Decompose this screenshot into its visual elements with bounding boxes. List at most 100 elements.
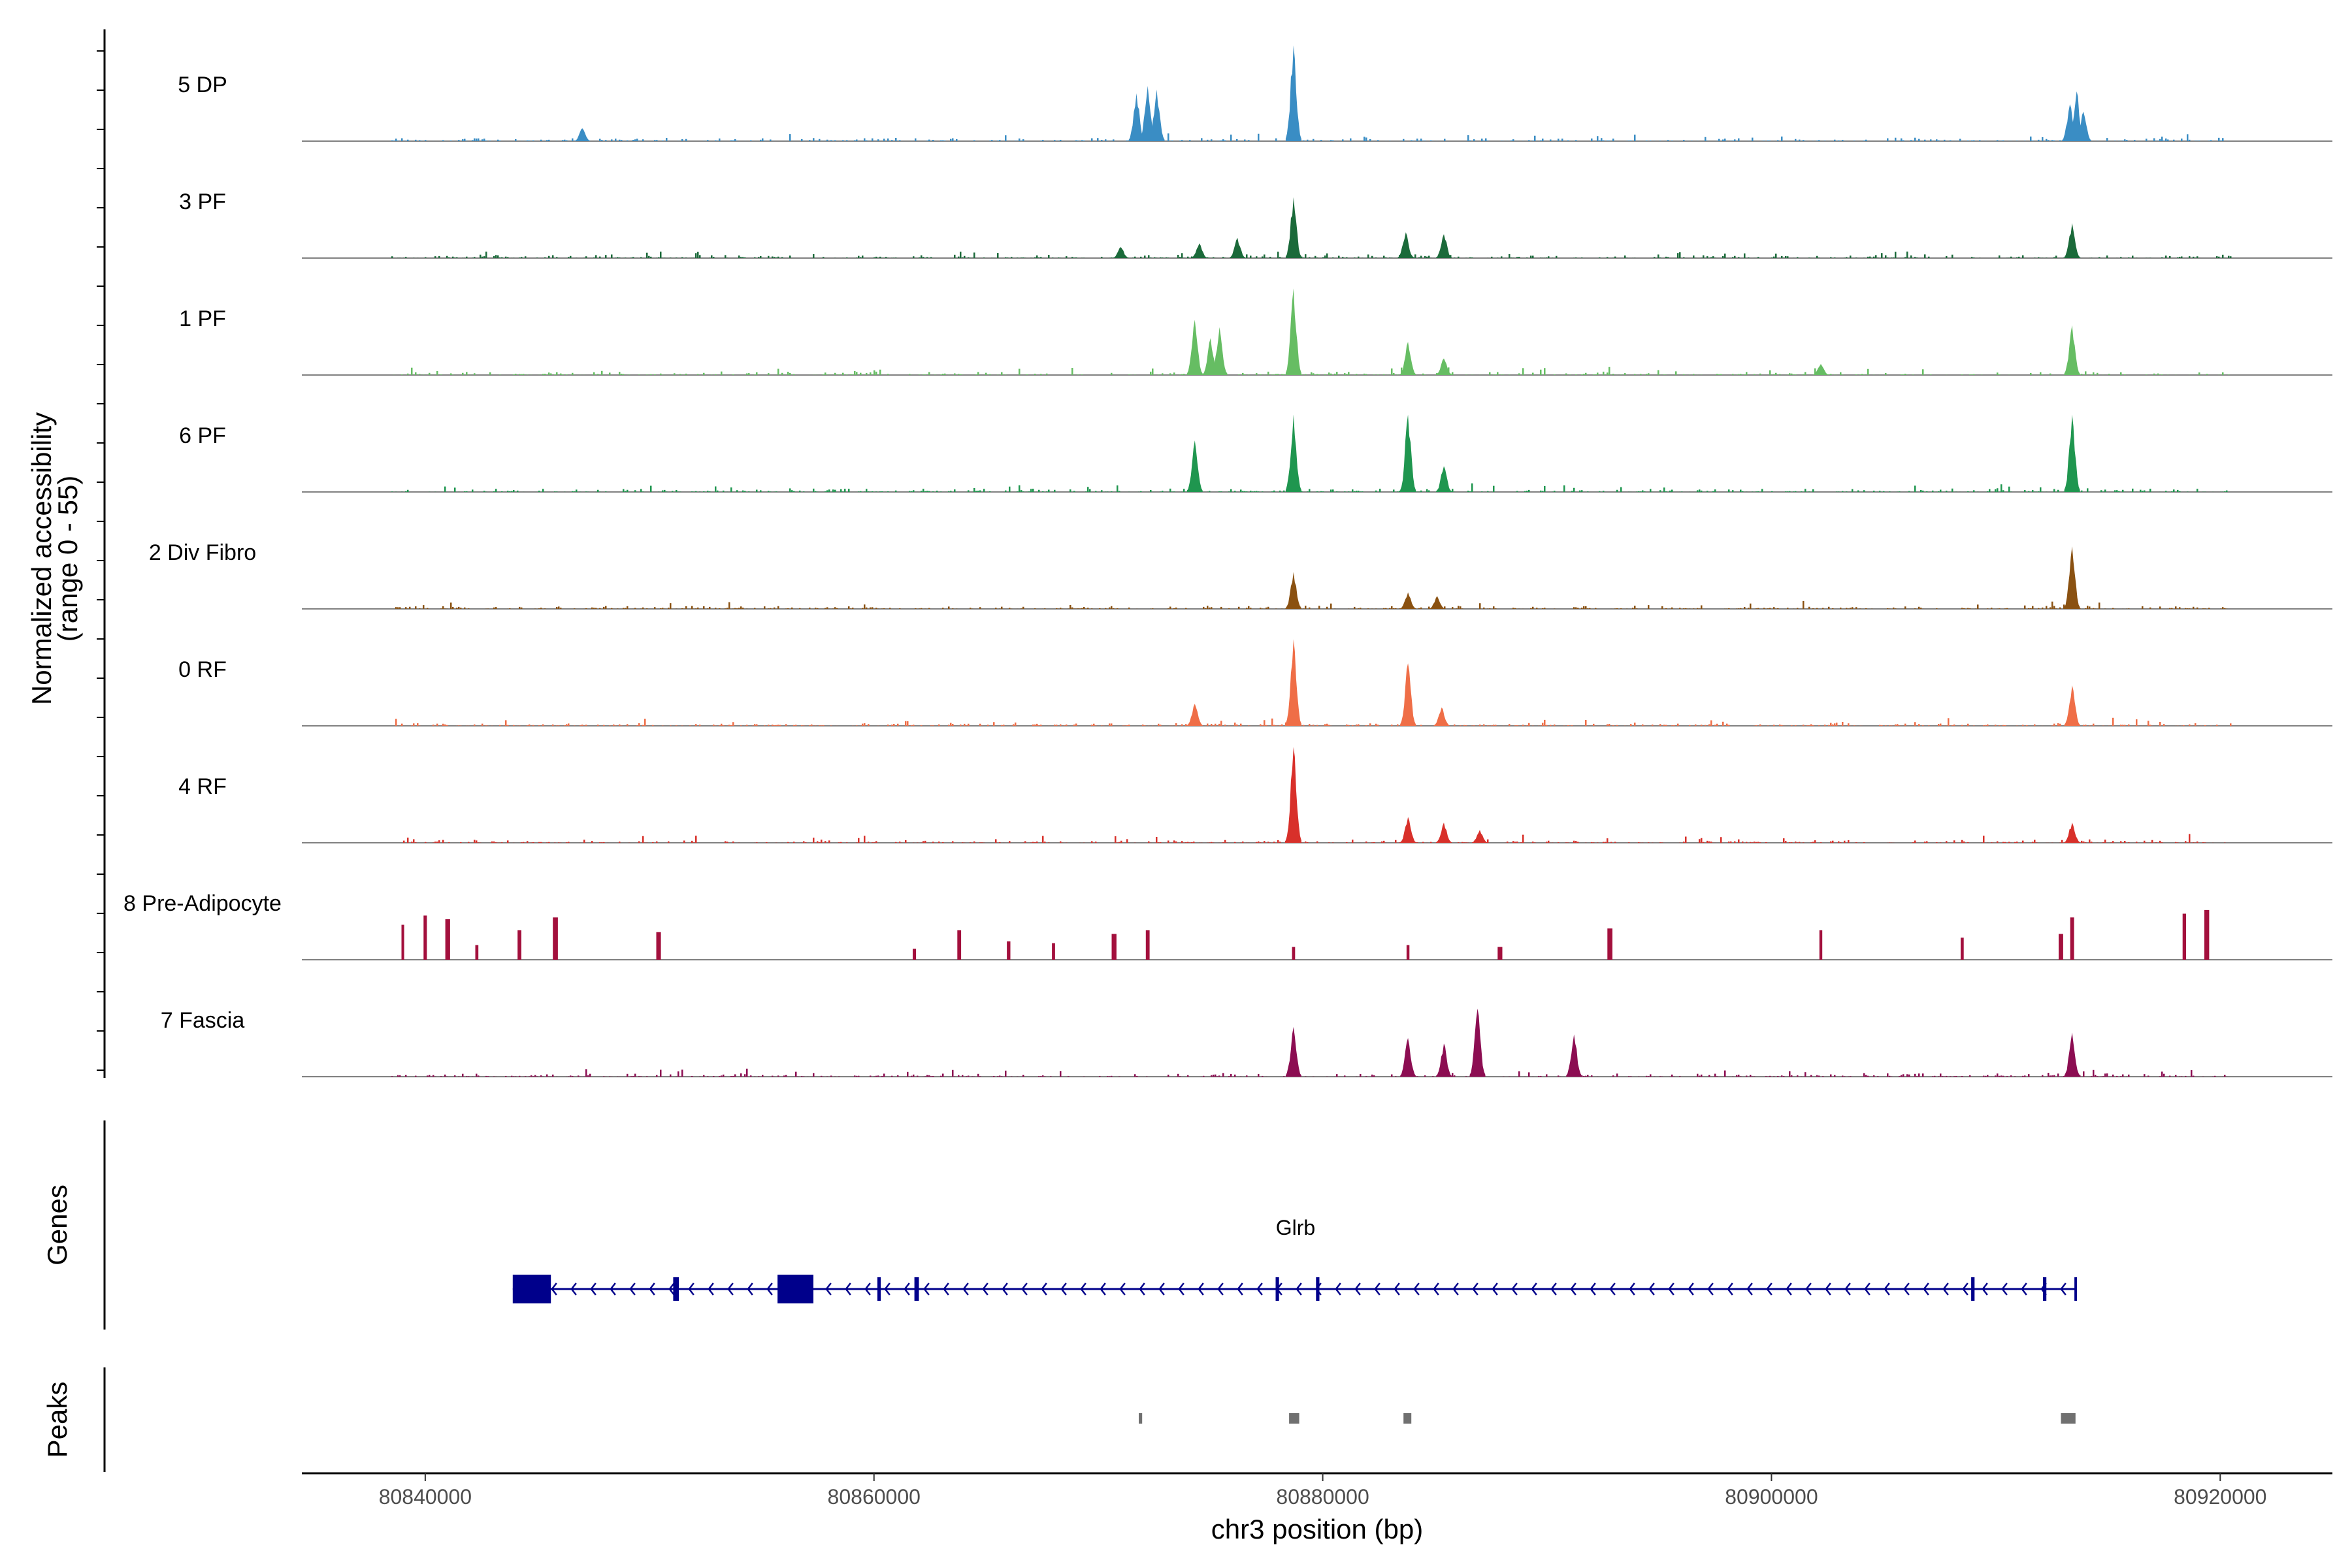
gene-strand-arrow	[1158, 1282, 1165, 1296]
track-peak	[1186, 319, 1203, 375]
track-label: 5 DP	[178, 73, 227, 97]
gene-strand-arrow	[1472, 1282, 1478, 1296]
track-peak	[517, 930, 521, 960]
x-tick-label: 80900000	[1725, 1485, 1818, 1509]
gene-strand-arrow	[1296, 1282, 1302, 1296]
gene-strand-arrow	[1041, 1282, 1047, 1296]
gene-strand-arrow	[688, 1282, 694, 1296]
track-6: 4 RF	[178, 747, 2332, 843]
gene-strand-arrow	[1884, 1282, 1890, 1296]
gene-strand-arrow	[1629, 1282, 1635, 1296]
track-1: 3 PF	[179, 189, 2332, 259]
track-peak	[574, 128, 591, 141]
track-peak	[1812, 364, 1829, 375]
track-noise	[391, 133, 2230, 141]
peak-regions	[1139, 1413, 2076, 1424]
gene-strand-arrow	[1962, 1282, 1968, 1296]
gene-strand-arrow	[1374, 1282, 1380, 1296]
gene-strand-arrow	[1433, 1282, 1439, 1296]
track-peak	[2064, 325, 2080, 375]
gene-strand-arrow	[923, 1282, 930, 1296]
gene-strand-arrow	[943, 1282, 949, 1296]
track-peak	[1230, 238, 1246, 258]
gene-strand-arrow	[1237, 1282, 1243, 1296]
y-axis-title-line1: Normalized accessibility	[26, 412, 57, 705]
track-peak	[1400, 663, 1416, 726]
gene-strand-arrow	[1550, 1282, 1557, 1296]
track-peak	[1436, 234, 1452, 258]
gene-strand-arrow	[1452, 1282, 1459, 1296]
gene-exon	[512, 1275, 551, 1303]
gene-exon	[1275, 1277, 1279, 1301]
track-peak	[1433, 707, 1450, 726]
gene-model-glrb	[512, 1275, 2078, 1303]
track-3: 6 PF	[179, 414, 2332, 493]
gene-strand-arrow	[1002, 1282, 1008, 1296]
track-peak	[2059, 934, 2063, 960]
track-label: 6 PF	[179, 423, 226, 448]
track-peak	[423, 915, 427, 960]
x-tick-label: 80880000	[1276, 1485, 1369, 1509]
track-peak	[1285, 45, 1301, 141]
track-peak	[2204, 909, 2210, 960]
track-peak	[1285, 1026, 1301, 1077]
gene-strand-arrow	[570, 1282, 577, 1296]
gene-exon	[777, 1275, 813, 1303]
track-peak	[1471, 830, 1488, 843]
track-peak	[1128, 93, 1145, 141]
gene-strand-arrow	[1178, 1282, 1184, 1296]
track-label: 7 Fascia	[161, 1008, 245, 1033]
gene-strand-arrow	[1394, 1282, 1400, 1296]
track-4: 2 Div Fibro	[149, 540, 2332, 610]
gene-strand-arrow	[845, 1282, 851, 1296]
track-peak	[1436, 466, 1452, 492]
gene-strand-arrow	[1864, 1282, 1870, 1296]
gene-strand-arrow	[1511, 1282, 1518, 1296]
gene-strand-arrow	[1060, 1282, 1067, 1296]
peaks-panel-title: Peaks	[42, 1382, 73, 1458]
track-peak	[1400, 414, 1416, 492]
gene-strand-arrow	[1119, 1282, 1126, 1296]
track-peak	[1436, 1043, 1452, 1077]
gene-strand-arrow	[1786, 1282, 1792, 1296]
gene-strand-arrow	[629, 1282, 636, 1296]
gene-exon	[1971, 1277, 1975, 1301]
gene-strand-arrow	[747, 1282, 753, 1296]
track-peak	[1400, 342, 1416, 375]
track-label: 1 PF	[179, 306, 226, 331]
track-peak	[913, 949, 917, 960]
gene-strand-arrow	[1354, 1282, 1361, 1296]
track-peak	[1285, 414, 1301, 492]
track-label: 3 PF	[179, 189, 226, 214]
gene-strand-arrow	[1923, 1282, 1929, 1296]
gene-strand-arrow	[1688, 1282, 1694, 1296]
track-peak	[1191, 243, 1207, 258]
gene-strand-arrow	[649, 1282, 655, 1296]
x-tick-label: 80920000	[2174, 1485, 2266, 1509]
gene-strand-arrow	[1609, 1282, 1616, 1296]
track-peak	[1285, 197, 1301, 258]
gene-strand-arrow	[590, 1282, 596, 1296]
gene-exon	[914, 1277, 919, 1301]
gene-exon	[2043, 1277, 2047, 1301]
gene-strand-arrow	[2021, 1282, 2027, 1296]
track-peak	[1400, 592, 1416, 609]
x-axis: 80840000 80860000 80880000 80900000 80920000	[379, 1473, 2266, 1509]
track-noise	[395, 600, 2228, 609]
gene-strand-arrow	[1139, 1282, 1145, 1296]
gene-strand-arrow	[1727, 1282, 1733, 1296]
track-peak	[2064, 685, 2080, 726]
track-peak	[2064, 414, 2080, 492]
gene-exon	[1316, 1277, 1320, 1301]
x-tick-label: 80840000	[379, 1485, 472, 1509]
y-axis-title-line2: (range 0 - 55)	[52, 476, 83, 642]
gene-strand-arrow	[668, 1282, 675, 1296]
track-noise	[391, 483, 2228, 492]
track-peak	[1819, 930, 1823, 960]
track-peak	[1436, 358, 1452, 375]
gene-strand-arrow	[1707, 1282, 1714, 1296]
genes-panel-title: Genes	[42, 1184, 73, 1266]
track-noise	[393, 367, 2230, 375]
gene-strand-arrow	[1805, 1282, 1812, 1296]
gene-strand-arrow	[1492, 1282, 1498, 1296]
